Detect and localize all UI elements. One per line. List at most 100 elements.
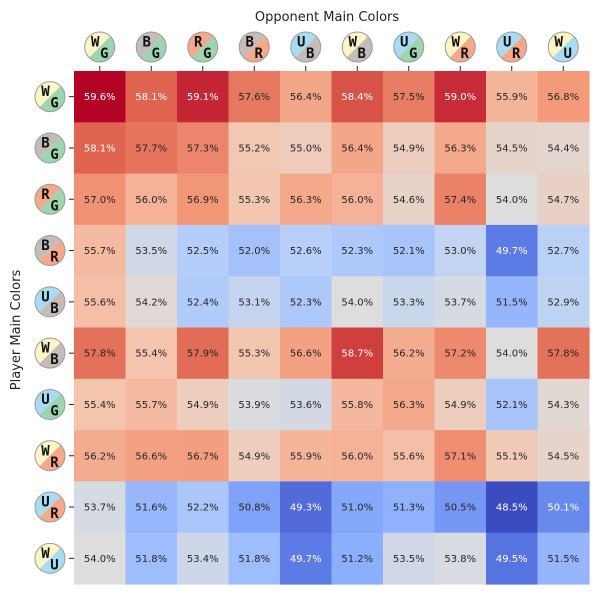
color-pair-badge: RG bbox=[34, 183, 66, 215]
heatmap-cell bbox=[537, 122, 590, 175]
heatmap-cell bbox=[228, 378, 281, 431]
color-pair-badge: UB bbox=[34, 286, 66, 318]
cell-value-label: 52.1% bbox=[393, 246, 425, 257]
cell-value-label: 49.7% bbox=[290, 554, 322, 565]
cell-value-label: 50.1% bbox=[547, 503, 579, 514]
badge-letter-bottom: G bbox=[50, 403, 58, 419]
heatmap-cell bbox=[177, 122, 230, 175]
cell-value-label: 55.1% bbox=[496, 451, 528, 462]
badge-letter-bottom: G bbox=[100, 46, 108, 62]
cell-value-label: 50.5% bbox=[444, 503, 476, 514]
heatmap-cell bbox=[125, 327, 178, 380]
cell-value-label: 52.3% bbox=[290, 297, 322, 308]
heatmap-cell bbox=[280, 327, 333, 380]
heatmap-cell bbox=[228, 276, 281, 329]
badge-letter-top: R bbox=[194, 35, 203, 51]
cell-value-label: 52.2% bbox=[187, 503, 219, 514]
cell-value-label: 57.6% bbox=[238, 92, 270, 103]
cell-value-label: 56.6% bbox=[135, 451, 167, 462]
cell-value-label: 57.5% bbox=[393, 92, 425, 103]
cell-value-label: 52.6% bbox=[290, 246, 322, 257]
badge-letter-top: U bbox=[41, 392, 49, 408]
cell-value-label: 56.8% bbox=[547, 92, 579, 103]
heatmap-cell bbox=[486, 430, 539, 482]
color-pair-badge: BG bbox=[135, 31, 167, 63]
heatmap-cell bbox=[537, 378, 590, 431]
heatmap-cell bbox=[125, 378, 178, 431]
heatmap-cell bbox=[177, 481, 230, 534]
cell-value-label: 53.7% bbox=[444, 297, 476, 308]
badge-letter-bottom: R bbox=[512, 46, 521, 62]
cell-value-label: 58.1% bbox=[135, 92, 167, 103]
cell-value-label: 54.0% bbox=[341, 297, 373, 308]
heatmap-cell bbox=[280, 430, 333, 482]
heatmap-cell bbox=[434, 430, 487, 482]
cell-value-label: 57.8% bbox=[84, 349, 116, 360]
heatmap-cell bbox=[486, 173, 539, 226]
heatmap-cell bbox=[383, 224, 436, 277]
heatmap-cell bbox=[74, 276, 127, 329]
cell-value-label: 56.3% bbox=[393, 400, 425, 411]
badge-letter-top: R bbox=[41, 187, 50, 203]
heatmap-cell bbox=[177, 327, 230, 380]
heatmap-cell bbox=[434, 327, 487, 380]
cell-value-label: 53.6% bbox=[290, 400, 322, 411]
badge-letter-bottom: R bbox=[50, 455, 59, 471]
heatmap-cell bbox=[74, 430, 127, 482]
cell-value-label: 57.4% bbox=[444, 195, 476, 206]
badge-letter-top: W bbox=[41, 84, 50, 100]
badge-letter-bottom: G bbox=[50, 96, 58, 112]
cell-value-label: 52.4% bbox=[187, 297, 219, 308]
heatmap-cell bbox=[280, 532, 333, 585]
heatmap-cell bbox=[486, 224, 539, 277]
cell-value-label: 55.7% bbox=[84, 246, 116, 257]
badge-letter-top: B bbox=[143, 35, 151, 51]
badge-letter-bottom: G bbox=[203, 46, 211, 62]
heatmap-cell bbox=[280, 224, 333, 277]
heatmap-cell bbox=[486, 276, 539, 329]
cell-value-label: 51.0% bbox=[341, 503, 373, 514]
cell-value-label: 55.3% bbox=[238, 195, 270, 206]
heatmap-cell bbox=[74, 532, 127, 585]
y-axis-label: Player Main Colors bbox=[9, 270, 24, 391]
heatmap-cell bbox=[177, 224, 230, 277]
heatmap-cell bbox=[331, 378, 384, 431]
badge-letter-top: U bbox=[400, 35, 408, 51]
heatmap-cell bbox=[331, 173, 384, 226]
cell-value-label: 51.3% bbox=[393, 503, 425, 514]
cell-value-label: 54.5% bbox=[547, 451, 579, 462]
cell-value-label: 59.6% bbox=[84, 92, 116, 103]
color-pair-badge: WR bbox=[444, 31, 476, 63]
color-pair-badge: BR bbox=[238, 31, 270, 63]
badge-letter-top: B bbox=[41, 238, 49, 254]
heatmap-cell bbox=[486, 122, 539, 175]
cell-value-label: 53.3% bbox=[393, 297, 425, 308]
color-pair-badge: WU bbox=[547, 31, 579, 63]
chart-title: Opponent Main Colors bbox=[255, 10, 400, 25]
heatmap-cell bbox=[434, 481, 487, 534]
heatmap-cell bbox=[280, 122, 333, 175]
cell-value-label: 52.5% bbox=[187, 246, 219, 257]
heatmap-cell bbox=[74, 481, 127, 534]
heatmap-cell bbox=[537, 430, 590, 482]
heatmap-cell bbox=[537, 327, 590, 380]
color-pair-badge: WG bbox=[34, 81, 66, 113]
cell-value-label: 59.1% bbox=[187, 92, 219, 103]
heatmap-cell bbox=[486, 481, 539, 534]
color-pair-badge: UG bbox=[393, 31, 425, 63]
cell-value-label: 54.4% bbox=[547, 143, 579, 154]
badge-letter-top: W bbox=[41, 443, 50, 459]
heatmap-cell bbox=[125, 532, 178, 585]
badge-letter-top: B bbox=[246, 35, 254, 51]
cell-value-label: 56.6% bbox=[290, 349, 322, 360]
cell-value-label: 54.9% bbox=[187, 400, 219, 411]
heatmap-cell bbox=[383, 378, 436, 431]
cell-value-label: 54.0% bbox=[496, 349, 528, 360]
heatmap-cell bbox=[434, 532, 487, 585]
cell-value-label: 51.5% bbox=[496, 297, 528, 308]
heatmap-cell bbox=[228, 173, 281, 226]
cell-value-label: 57.0% bbox=[84, 195, 116, 206]
cell-value-label: 56.0% bbox=[135, 195, 167, 206]
heatmap-cell bbox=[486, 327, 539, 380]
